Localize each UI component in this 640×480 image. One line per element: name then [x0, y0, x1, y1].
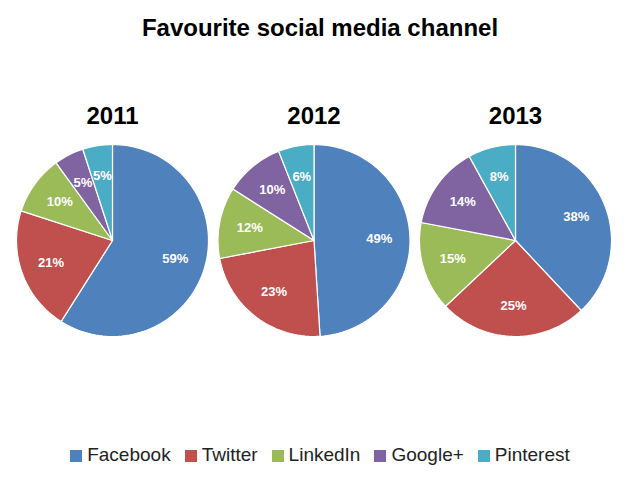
- svg-text:10%: 10%: [47, 194, 73, 209]
- html-text:Pinterest: Pinterest: [494, 444, 570, 465]
- svg-text:23%: 23%: [261, 284, 287, 299]
- html-text:Favourite social media channel: Favourite social media channel: [141, 14, 499, 41]
- svg-text:2012: 2012: [287, 102, 340, 129]
- svg-text:5%: 5%: [73, 174, 92, 189]
- html-text:LinkedIn: LinkedIn: [288, 444, 361, 465]
- svg-text:25%: 25%: [500, 298, 526, 313]
- svg-text:12%: 12%: [237, 220, 263, 235]
- html-text:Facebook: Facebook: [87, 444, 171, 465]
- svg-text:10%: 10%: [259, 182, 285, 197]
- svg-text:59%: 59%: [162, 251, 188, 266]
- svg-text:38%: 38%: [563, 209, 589, 224]
- svg-text:14%: 14%: [450, 194, 476, 209]
- svg-text:2011: 2011: [86, 102, 138, 129]
- svg-text:49%: 49%: [366, 231, 392, 246]
- svg-text:8%: 8%: [490, 169, 509, 184]
- svg-text:6%: 6%: [292, 169, 311, 184]
- svg-text:15%: 15%: [440, 251, 466, 266]
- svg-text:21%: 21%: [38, 255, 64, 270]
- html-text:Twitter: Twitter: [201, 444, 258, 465]
- svg-text:5%: 5%: [93, 168, 112, 183]
- svg-text:2013: 2013: [489, 102, 542, 129]
- html-text:Google+: Google+: [391, 444, 464, 465]
